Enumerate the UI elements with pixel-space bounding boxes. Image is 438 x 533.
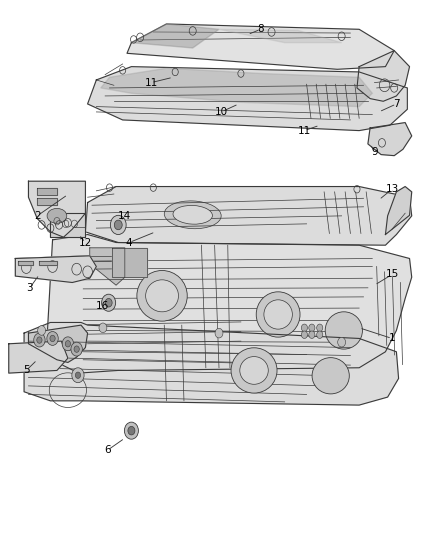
Ellipse shape [137, 271, 187, 321]
Circle shape [62, 337, 74, 351]
Text: 3: 3 [26, 283, 33, 293]
Polygon shape [28, 181, 85, 237]
Polygon shape [39, 261, 57, 265]
Text: 10: 10 [215, 107, 228, 117]
Circle shape [110, 215, 126, 235]
Circle shape [99, 323, 107, 333]
Circle shape [105, 298, 112, 307]
Circle shape [301, 331, 307, 338]
Polygon shape [24, 322, 399, 405]
Polygon shape [18, 261, 33, 265]
Circle shape [309, 324, 315, 332]
Polygon shape [37, 188, 57, 195]
Polygon shape [50, 213, 85, 237]
Circle shape [38, 326, 46, 335]
Text: 11: 11 [145, 78, 158, 87]
Ellipse shape [312, 358, 350, 394]
Circle shape [71, 342, 82, 356]
Ellipse shape [164, 201, 221, 229]
Polygon shape [46, 235, 412, 373]
Ellipse shape [145, 280, 179, 312]
Circle shape [317, 324, 323, 332]
Text: 9: 9 [371, 147, 378, 157]
Circle shape [75, 372, 81, 378]
Polygon shape [101, 68, 372, 107]
Text: 6: 6 [104, 446, 111, 455]
Text: 1: 1 [389, 334, 396, 343]
Circle shape [124, 422, 138, 439]
Polygon shape [368, 123, 412, 156]
Ellipse shape [173, 205, 212, 224]
Text: 4: 4 [126, 238, 133, 247]
Text: 15: 15 [385, 270, 399, 279]
Polygon shape [219, 29, 342, 43]
Circle shape [128, 426, 135, 435]
Text: 16: 16 [96, 302, 110, 311]
Circle shape [309, 331, 315, 338]
Circle shape [72, 368, 84, 383]
Polygon shape [112, 248, 147, 277]
Ellipse shape [264, 300, 293, 329]
Text: 2: 2 [34, 211, 41, 221]
Circle shape [74, 346, 79, 352]
Circle shape [102, 294, 116, 311]
Circle shape [34, 333, 45, 347]
Text: 13: 13 [385, 184, 399, 194]
Circle shape [301, 324, 307, 332]
Text: 11: 11 [298, 126, 311, 135]
Circle shape [114, 220, 122, 230]
Polygon shape [15, 256, 96, 282]
Text: 8: 8 [257, 25, 264, 34]
Ellipse shape [240, 357, 268, 384]
Polygon shape [28, 325, 88, 362]
Text: 12: 12 [79, 238, 92, 247]
Polygon shape [85, 187, 412, 245]
Ellipse shape [325, 312, 363, 349]
Ellipse shape [231, 348, 277, 393]
Ellipse shape [256, 292, 300, 337]
Circle shape [65, 341, 71, 347]
Polygon shape [131, 24, 219, 48]
Polygon shape [88, 67, 407, 131]
Circle shape [37, 337, 42, 343]
Text: 5: 5 [23, 366, 30, 375]
Circle shape [338, 337, 346, 347]
Text: 7: 7 [393, 99, 400, 109]
Polygon shape [357, 51, 410, 101]
Circle shape [215, 328, 223, 338]
Text: 14: 14 [118, 211, 131, 221]
Polygon shape [37, 198, 57, 205]
Polygon shape [9, 341, 68, 373]
Polygon shape [127, 24, 394, 69]
Circle shape [50, 335, 55, 342]
Polygon shape [385, 187, 412, 235]
Circle shape [47, 332, 58, 345]
Polygon shape [90, 248, 125, 285]
Ellipse shape [47, 208, 67, 223]
Circle shape [317, 331, 323, 338]
